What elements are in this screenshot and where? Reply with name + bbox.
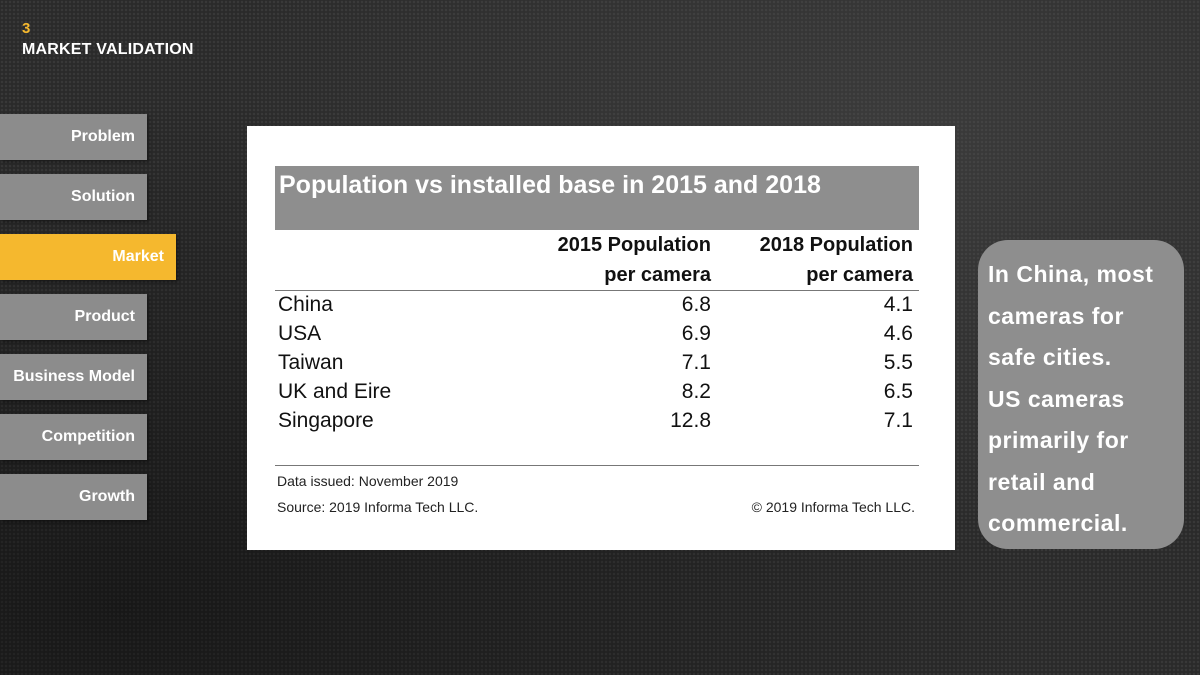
- row-country: Singapore: [278, 409, 374, 432]
- slide-title: MARKET VALIDATION: [22, 41, 194, 58]
- row-value-2015: 8.2: [681, 380, 711, 403]
- callout-line: In China, most: [988, 261, 1154, 287]
- table-row: China 6.8 4.1: [275, 293, 919, 322]
- nav-item-competition[interactable]: Competition: [0, 414, 147, 460]
- nav-item-solution[interactable]: Solution: [0, 174, 147, 220]
- callout-line: US cameras: [988, 385, 1125, 412]
- row-value-2015: 7.1: [681, 351, 711, 374]
- column-header-2018-line1: 2018 Population: [759, 234, 913, 256]
- row-value-2018: 7.1: [883, 409, 913, 432]
- row-value-2018: 4.6: [883, 322, 913, 345]
- data-issued-note: Data issued: November 2019: [277, 473, 459, 489]
- callout-line: commercial.: [988, 510, 1128, 536]
- callout-line: primarily for: [988, 427, 1129, 453]
- column-header-2018: 2018 Population per camera: [733, 230, 913, 290]
- callout-line: retail and: [988, 468, 1096, 495]
- row-value-2018: 5.5: [883, 351, 913, 374]
- row-value-2018: 6.5: [883, 380, 913, 403]
- nav-item-product[interactable]: Product: [0, 294, 147, 340]
- row-country: UK and Eire: [278, 380, 392, 403]
- table-row: Taiwan 7.1 5.5: [275, 351, 919, 380]
- table-row: Singapore 12.8 7.1: [275, 409, 919, 438]
- row-country: USA: [278, 322, 322, 345]
- nav-item-market[interactable]: Market: [0, 234, 176, 280]
- table-row: USA 6.9 4.6: [275, 322, 919, 351]
- nav-item-business-model[interactable]: Business Model: [0, 354, 147, 400]
- header-divider: [275, 290, 919, 291]
- callout-box: In China, most cameras for safe cities. …: [978, 240, 1184, 549]
- column-header-2015-line2: per camera: [604, 264, 711, 286]
- table-title: Population vs installed base in 2015 and…: [275, 166, 919, 230]
- footer-divider: [275, 465, 919, 466]
- row-country: China: [278, 293, 333, 316]
- nav-item-problem[interactable]: Problem: [0, 114, 147, 160]
- row-value-2015: 12.8: [670, 409, 711, 432]
- nav-item-growth[interactable]: Growth: [0, 474, 147, 520]
- row-country: Taiwan: [278, 351, 344, 374]
- callout-line: safe cities.: [988, 344, 1112, 370]
- data-table-card: Population vs installed base in 2015 and…: [247, 126, 955, 550]
- column-header-2018-line2: per camera: [806, 264, 913, 286]
- row-value-2018: 4.1: [883, 293, 913, 316]
- copyright-note: © 2019 Informa Tech LLC.: [751, 499, 915, 515]
- callout-line: cameras for: [988, 302, 1124, 329]
- table-row: UK and Eire 8.2 6.5: [275, 380, 919, 409]
- column-header-2015-line1: 2015 Population: [557, 234, 711, 256]
- slide-number: 3: [22, 20, 31, 37]
- slide-header: 3 MARKET VALIDATION: [22, 20, 194, 60]
- column-header-2015: 2015 Population per camera: [531, 230, 711, 290]
- row-value-2015: 6.9: [681, 322, 711, 345]
- source-note: Source: 2019 Informa Tech LLC.: [277, 499, 479, 515]
- row-value-2015: 6.8: [681, 293, 711, 316]
